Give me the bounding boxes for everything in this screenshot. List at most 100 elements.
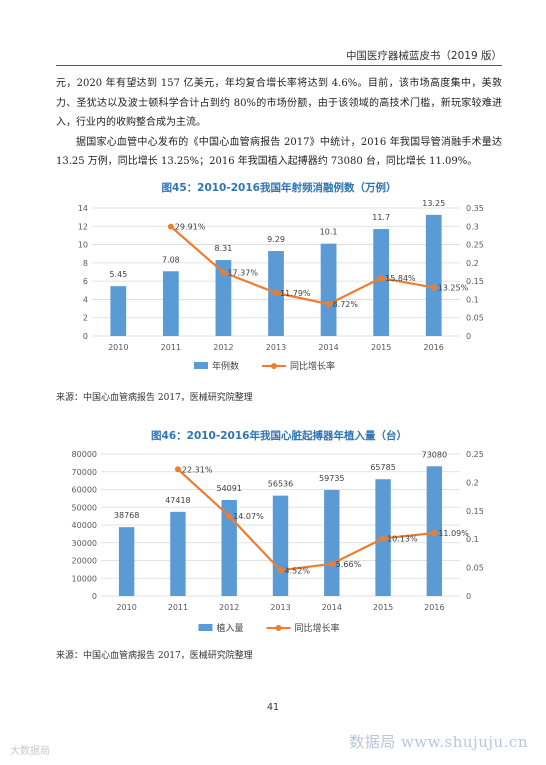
y-left-tick-label: 10 <box>78 241 88 250</box>
bar-data-label: 9.29 <box>267 235 285 244</box>
page-number: 41 <box>266 702 280 713</box>
y-right-tick-label: 0 <box>466 332 471 341</box>
bar <box>320 243 337 336</box>
bar-data-label: 11.7 <box>372 213 390 222</box>
bar <box>215 260 232 336</box>
growth-rate-point <box>325 301 332 308</box>
bar <box>324 489 340 596</box>
legend-bar-swatch <box>194 362 208 369</box>
bar <box>162 271 179 336</box>
y-left-tick-label: 14 <box>78 204 88 213</box>
header-rule <box>56 65 502 66</box>
y-left-tick-label: 10000 <box>72 574 97 583</box>
line-data-label: 13.25% <box>438 284 469 293</box>
y-right-tick-label: 0.25 <box>466 241 484 250</box>
legend-bar-label: 植入量 <box>217 622 244 634</box>
growth-rate-point <box>431 530 438 537</box>
bar-data-label: 54091 <box>216 484 241 493</box>
line-data-label: 14.07% <box>233 512 264 521</box>
growth-rate-point <box>430 284 437 291</box>
body-text: 元，2020 年有望达到 157 亿美元，年均复合增长率将达到 4.6%。目前，… <box>56 74 502 172</box>
legend-line-label: 同比增长率 <box>295 622 340 634</box>
x-tick-label: 2013 <box>266 343 286 352</box>
y-left-tick-label: 60000 <box>72 486 97 495</box>
bar-data-label: 56536 <box>268 480 293 489</box>
y-right-tick-label: 0.3 <box>466 222 479 231</box>
bar <box>272 495 289 596</box>
y-right-tick-label: 0.2 <box>466 478 479 487</box>
y-left-tick-label: 0 <box>83 332 88 341</box>
line-data-label: 29.91% <box>175 223 206 232</box>
bar-data-label: 10.1 <box>320 228 338 237</box>
line-data-label: 5.66% <box>336 560 362 569</box>
watermark-left: 大数据局 <box>10 746 50 757</box>
y-left-tick-label: 30000 <box>72 539 97 548</box>
x-tick-label: 2012 <box>219 603 239 612</box>
bar <box>170 511 186 596</box>
y-right-tick-label: 0.35 <box>466 204 484 213</box>
y-right-tick-label: 0.15 <box>466 507 484 516</box>
y-right-tick-label: 0.25 <box>466 450 484 459</box>
line-data-label: 15.84% <box>385 274 416 283</box>
line-data-label: 8.72% <box>333 300 359 309</box>
y-left-tick-label: 0 <box>92 592 97 601</box>
y-right-tick-label: 0.2 <box>466 259 479 268</box>
chart-46-title: 图46：2010-2016年我国心脏起搏器年植入量（台） <box>151 430 407 442</box>
bar <box>425 214 442 336</box>
y-right-tick-label: 0.05 <box>466 564 484 573</box>
y-left-tick-label: 12 <box>78 222 88 231</box>
x-tick-label: 2013 <box>270 603 290 612</box>
chart-45-source: 来源：中国心血管病报告 2017，医械研究院整理 <box>56 393 253 403</box>
x-tick-label: 2010 <box>116 603 136 612</box>
legend-bar-label: 年例数 <box>212 360 239 372</box>
line-data-label: 11.79% <box>280 289 311 298</box>
line-data-label: 11.09% <box>438 529 469 538</box>
chart-46-source: 来源：中国心血管病报告 2017，医械研究院整理 <box>56 651 253 661</box>
y-left-tick-label: 20000 <box>72 557 97 566</box>
legend-line-marker <box>271 363 277 369</box>
paragraph-1: 元，2020 年有望达到 157 亿美元，年均复合增长率将达到 4.6%。目前，… <box>56 78 502 128</box>
bar <box>221 499 237 596</box>
x-tick-label: 2014 <box>322 603 342 612</box>
y-right-tick-label: 0.1 <box>466 295 479 304</box>
x-tick-label: 2016 <box>424 603 444 612</box>
chart-45: 0 2 4 6 8 10 12 14 0 0.05 0.1 0.15 0.2 0.25 0.3 0.35 201… <box>78 199 484 372</box>
growth-rate-point <box>220 269 227 276</box>
y-left-tick-label: 70000 <box>72 468 97 477</box>
bar <box>118 527 135 596</box>
x-tick-label: 2010 <box>108 343 128 352</box>
y-right-tick-label: 0 <box>466 592 471 601</box>
bar <box>110 286 127 336</box>
line-data-label: 10.13% <box>387 534 418 543</box>
bar-data-label: 7.08 <box>162 255 180 264</box>
line-data-label: 17.37% <box>227 268 258 277</box>
bar-data-label: 13.25 <box>422 199 445 208</box>
bar-data-label: 5.45 <box>109 270 127 279</box>
y-left-tick-label: 50000 <box>72 503 97 512</box>
chart-46: 0 10000 20000 30000 40000 50000 60000 70000 8000… <box>72 450 484 634</box>
x-tick-label: 2015 <box>371 343 391 352</box>
bar <box>373 229 390 336</box>
x-tick-label: 2011 <box>168 603 188 612</box>
growth-rate-line <box>177 468 435 572</box>
y-left-tick-label: 8 <box>83 259 88 268</box>
line-data-label: 22.31% <box>182 465 213 474</box>
x-tick-label: 2011 <box>161 343 181 352</box>
growth-rate-point <box>277 567 284 574</box>
y-right-tick-label: 0.05 <box>466 314 484 323</box>
legend-bar-swatch <box>198 624 213 631</box>
bar-data-label: 47418 <box>165 496 190 505</box>
x-tick-label: 2014 <box>318 343 338 352</box>
x-tick-label: 2015 <box>373 603 393 612</box>
y-right-tick-label: 0.15 <box>466 277 484 286</box>
chart-45-title: 图45：2010-2016我国年射频消融例数（万例） <box>161 182 397 194</box>
legend-line-marker <box>275 625 282 631</box>
y-right-tick-label: 0.1 <box>466 535 479 544</box>
paragraph-2: 据国家心血管中心发布的《中国心血管病报告 2017》中统计，2016 年我国导管… <box>56 136 502 168</box>
bar-data-label: 59735 <box>319 474 344 483</box>
growth-rate-point <box>328 560 335 567</box>
x-tick-label: 2016 <box>424 343 444 352</box>
growth-rate-line <box>170 225 434 306</box>
y-left-tick-label: 80000 <box>72 450 97 459</box>
x-tick-label: 2012 <box>213 343 233 352</box>
